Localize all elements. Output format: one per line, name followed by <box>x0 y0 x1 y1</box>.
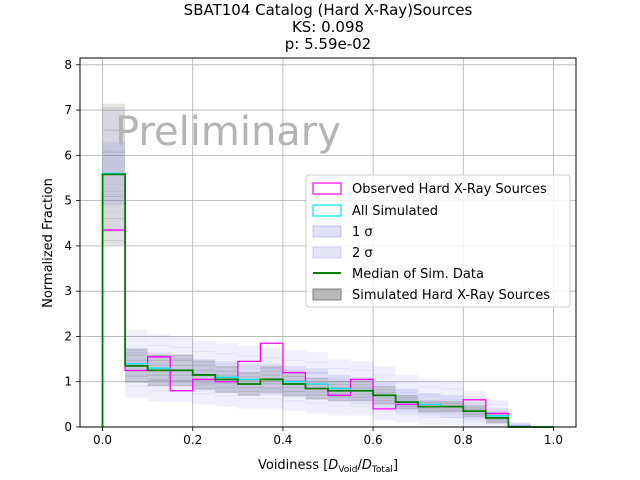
watermark-text: Preliminary <box>115 109 341 155</box>
legend: Observed Hard X-Ray Sources All Simulate… <box>305 174 571 308</box>
band-2-sigma <box>192 340 216 405</box>
band-1-sigma <box>147 352 171 387</box>
y-tick-label: 3 <box>64 284 72 298</box>
y-tick-label: 6 <box>64 148 72 162</box>
y-tick-label: 4 <box>64 239 72 253</box>
median-sim-step <box>101 173 554 428</box>
band-2-sigma <box>418 379 441 425</box>
chart-title-line-2: KS: 0.098 <box>292 18 364 36</box>
x-tick-label: 0.4 <box>273 433 292 447</box>
band-2-sigma <box>260 347 283 409</box>
band-2-sigma <box>282 350 306 412</box>
legend-swatch-1-sigma <box>312 225 342 238</box>
legend-label-simulated: Simulated Hard X-Ray Sources <box>352 288 550 303</box>
y-tick-label: 2 <box>64 329 72 343</box>
axis-ticks: 0.0 0.2 0.4 0.6 0.8 1.0 0 1 2 3 4 5 6 7 8 <box>64 58 563 447</box>
legend-label-median: Median of Sim. Data <box>352 267 484 282</box>
legend-label-observed: Observed Hard X-Ray Sources <box>352 182 547 197</box>
y-tick-label: 1 <box>64 375 72 389</box>
y-tick-label: 7 <box>64 103 72 117</box>
band-1-sigma <box>508 424 531 427</box>
legend-swatch-2-sigma <box>312 246 342 259</box>
y-tick-label: 0 <box>64 420 72 434</box>
x-tick-label: 1.0 <box>544 433 563 447</box>
legend-box <box>305 174 571 308</box>
series-lines <box>101 172 554 428</box>
band-2-sigma <box>328 359 351 416</box>
band-2-sigma <box>215 343 238 407</box>
chart-title-line-3: p: 5.59e-02 <box>285 35 371 53</box>
x-tick-label: 0.2 <box>183 433 202 447</box>
legend-label-1-sigma: 1 σ <box>352 225 373 240</box>
legend-swatch-simulated <box>312 288 342 301</box>
x-tick-label: 0.0 <box>93 433 112 447</box>
x-axis-label: Voidiness [DVoid/DTotal] <box>258 458 398 475</box>
legend-label-2-sigma: 2 σ <box>352 246 373 261</box>
band-2-sigma <box>395 374 419 423</box>
y-tick-label: 8 <box>64 58 72 72</box>
x-tick-label: 0.6 <box>364 433 383 447</box>
legend-swatch-observed <box>312 182 342 195</box>
x-tick-label: 0.8 <box>454 433 473 447</box>
legend-label-all-simulated: All Simulated <box>352 204 438 219</box>
band-2-sigma <box>373 365 396 421</box>
band-2-sigma <box>350 361 374 416</box>
legend-swatch-all-simulated <box>312 204 342 217</box>
chart-title-line-1: SBAT104 Catalog (Hard X-Ray)Sources <box>184 1 473 19</box>
y-tick-label: 5 <box>64 194 72 208</box>
band-2-sigma <box>305 352 328 414</box>
band-1-sigma <box>125 347 148 382</box>
plot-frame <box>79 57 577 428</box>
band-2-sigma <box>170 336 193 403</box>
y-axis-label: Normalized Fraction <box>41 178 56 308</box>
band-2-sigma <box>440 381 464 425</box>
band-2-sigma <box>508 422 531 427</box>
band-2-sigma <box>102 110 126 233</box>
band-1-sigma <box>395 388 419 414</box>
